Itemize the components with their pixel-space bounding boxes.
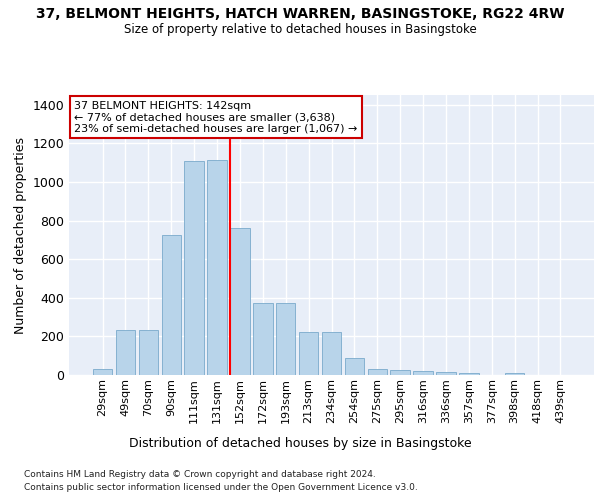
Text: Distribution of detached houses by size in Basingstoke: Distribution of detached houses by size … — [128, 438, 472, 450]
Bar — [139, 330, 158, 375]
Text: Contains public sector information licensed under the Open Government Licence v3: Contains public sector information licen… — [24, 482, 418, 492]
Bar — [391, 370, 410, 375]
Text: Size of property relative to detached houses in Basingstoke: Size of property relative to detached ho… — [124, 22, 476, 36]
Bar — [161, 235, 181, 375]
Bar — [436, 372, 455, 375]
Bar — [184, 160, 204, 375]
Text: Contains HM Land Registry data © Crown copyright and database right 2024.: Contains HM Land Registry data © Crown c… — [24, 470, 376, 479]
Bar — [459, 373, 479, 375]
Bar — [230, 228, 250, 375]
Bar — [253, 302, 272, 375]
Y-axis label: Number of detached properties: Number of detached properties — [14, 136, 27, 334]
Bar — [299, 332, 319, 375]
Text: 37, BELMONT HEIGHTS, HATCH WARREN, BASINGSTOKE, RG22 4RW: 37, BELMONT HEIGHTS, HATCH WARREN, BASIN… — [36, 8, 564, 22]
Bar — [344, 358, 364, 375]
Bar — [505, 373, 524, 375]
Bar — [276, 302, 295, 375]
Bar — [93, 369, 112, 375]
Bar — [413, 371, 433, 375]
Bar — [368, 369, 387, 375]
Bar — [322, 332, 341, 375]
Text: 37 BELMONT HEIGHTS: 142sqm
← 77% of detached houses are smaller (3,638)
23% of s: 37 BELMONT HEIGHTS: 142sqm ← 77% of deta… — [74, 100, 358, 134]
Bar — [208, 160, 227, 375]
Bar — [116, 330, 135, 375]
